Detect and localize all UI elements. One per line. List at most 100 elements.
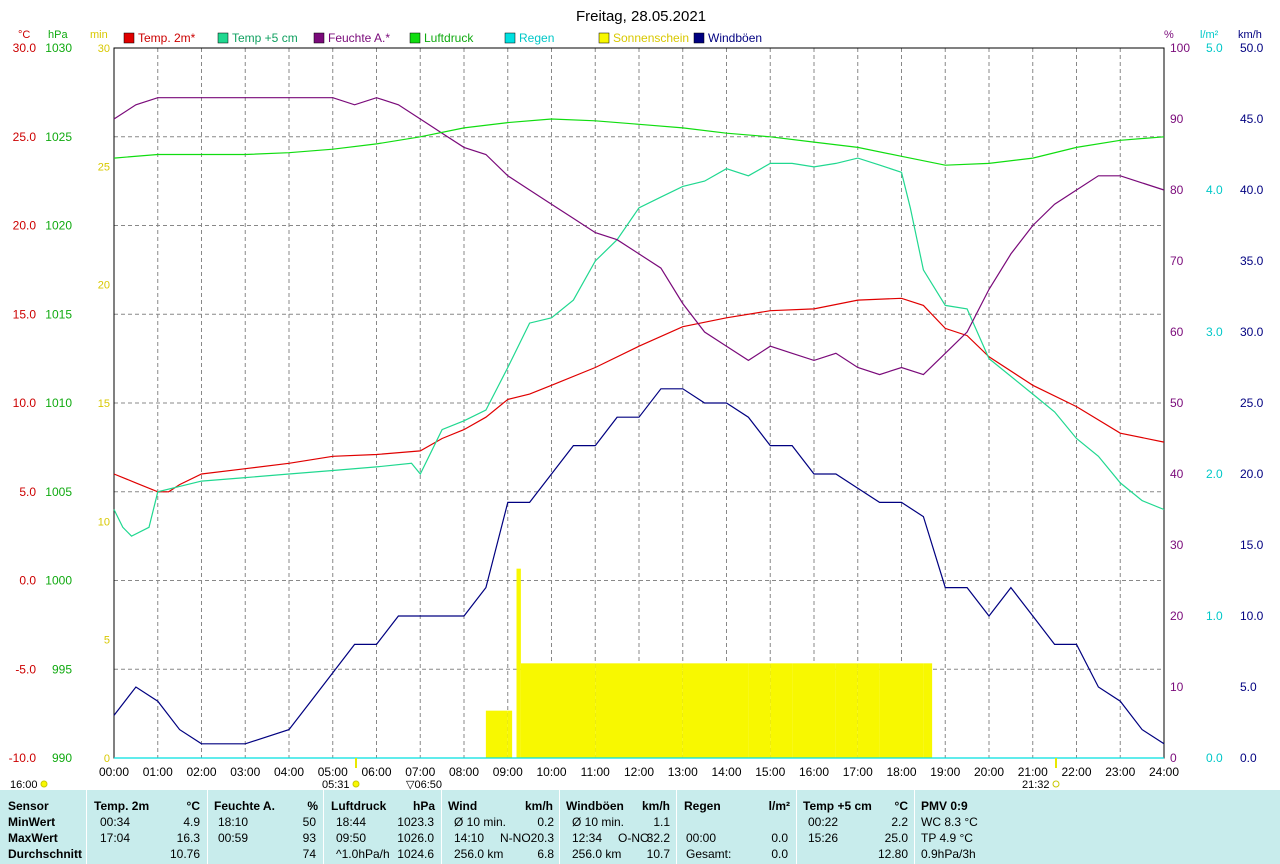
weather-chart: Freitag, 28.05.2021 Temp. 2m* Temp +5 cm F…: [9, 8, 1264, 790]
hdr-gust: Windböen: [566, 799, 624, 813]
legend-label-1: Temp +5 cm: [232, 31, 298, 45]
sunshine-bar-8: [682, 663, 727, 758]
series-line-1: [113, 157, 1165, 537]
legend-label-6: Windböen: [708, 31, 762, 45]
stat-rain-time-1: 00:00: [686, 831, 717, 845]
wind-tick-4: 30.0: [1240, 325, 1264, 339]
pressure-tick-4: 1010: [45, 396, 72, 410]
humidity-tick-4: 60: [1170, 325, 1184, 339]
x-tick-7: 07:00: [405, 765, 435, 779]
wind-tick-6: 20.0: [1240, 467, 1264, 481]
hdr-sensor: Sensor: [8, 799, 49, 813]
stat-press-value-2: 1024.6: [397, 847, 434, 861]
wind-unit-label: km/h: [1238, 29, 1262, 41]
stat-gust-value-0: 1.1: [653, 815, 670, 829]
stat-gust-label-2: 256.0 km: [572, 847, 622, 861]
stat-press-time-2: ^1.0hPa/h: [336, 847, 390, 861]
series-line-0: [113, 297, 1165, 493]
sunset-label: 21:32: [1022, 779, 1050, 790]
stat-rain-time-2: Gesamt:: [686, 847, 732, 861]
stat-press-time-0: 18:44: [336, 815, 367, 829]
humidity-unit-label: %: [1164, 29, 1174, 41]
x-tick-6: 06:00: [361, 765, 391, 779]
humidity-tick-3: 70: [1170, 254, 1184, 268]
wind-tick-8: 10.0: [1240, 609, 1264, 623]
stat-gust-label-1: 12:34: [572, 831, 603, 845]
sun-unit-label: min: [90, 29, 108, 41]
stat-wind-value-0: 0.2: [537, 815, 554, 829]
humidity-tick-0: 100: [1170, 41, 1190, 55]
hdr-pressure: Luftdruck: [331, 799, 387, 813]
sun-tick-1: 25: [98, 161, 110, 173]
humidity-tick-7: 30: [1170, 538, 1184, 552]
stat-gust-dir-1: O-NO: [618, 831, 650, 845]
stat-label-1: MaxWert: [8, 831, 58, 845]
x-tick-23: 23:00: [1105, 765, 1135, 779]
sunrise-label: 05:31: [322, 779, 350, 790]
left-axes: 30.025.020.015.010.05.00.0-5.0-10.010301…: [9, 41, 110, 765]
sunshine-bar-0: [485, 710, 508, 758]
hdr-temp2m: Temp. 2m: [94, 799, 150, 813]
temp-tick-3: 15.0: [13, 307, 37, 321]
x-tick-10: 10:00: [536, 765, 566, 779]
rain-tick-4: 1.0: [1206, 609, 1223, 623]
stat-pmv-0: WC 8.3 °C: [921, 815, 978, 829]
stat-temp5-value-0: 2.2: [891, 815, 908, 829]
legend-swatch-3: [409, 32, 421, 44]
x-tick-24: 24:00: [1149, 765, 1179, 779]
x-tick-16: 16:00: [799, 765, 829, 779]
temp-unit-label: °C: [18, 29, 30, 41]
chart-title: Freitag, 28.05.2021: [576, 8, 706, 25]
sunshine-bar-11: [770, 663, 793, 758]
x-tick-3: 03:00: [230, 765, 260, 779]
stat-temp5-value-2: 12.80: [877, 847, 908, 861]
x-tick-13: 13:00: [668, 765, 698, 779]
x-tick-12: 12:00: [624, 765, 654, 779]
rain-tick-5: 0.0: [1206, 751, 1223, 765]
humidity-tick-2: 80: [1170, 183, 1184, 197]
sun-tick-0: 30: [98, 43, 110, 55]
pressure-unit-label: hPa: [48, 29, 68, 41]
legend-swatch-1: [217, 32, 229, 44]
temp-tick-7: -5.0: [15, 662, 36, 676]
stat-label-0: MinWert: [8, 815, 56, 829]
x-tick-4: 04:00: [274, 765, 304, 779]
x-tick-22: 22:00: [1061, 765, 1091, 779]
stat-hum-time-0: 18:10: [218, 815, 249, 829]
sun-alt-label: ▽06:50: [406, 779, 442, 790]
wind-tick-9: 5.0: [1240, 680, 1257, 694]
plot-area: [113, 97, 1165, 759]
stat-press-value-0: 1023.3: [397, 815, 434, 829]
wind-tick-2: 40.0: [1240, 183, 1264, 197]
sunshine-bar-9: [726, 663, 749, 758]
x-tick-20: 20:00: [974, 765, 1004, 779]
pressure-tick-7: 995: [52, 662, 72, 676]
sunshine-bar-14: [835, 663, 858, 758]
hdr-humidity: Feuchte A.: [214, 799, 275, 813]
stat-hum-time-1: 00:59: [218, 831, 249, 845]
stat-press-time-1: 09:50: [336, 831, 367, 845]
sunshine-bar-15: [857, 663, 880, 758]
stat-wind-value-1: 20.3: [530, 831, 554, 845]
x-tick-14: 14:00: [711, 765, 741, 779]
stat-wind-label-0: Ø 10 min.: [454, 815, 507, 829]
wind-tick-10: 0.0: [1240, 751, 1257, 765]
stat-wind-label-1: 14:10: [454, 831, 485, 845]
pressure-tick-2: 1020: [45, 219, 72, 233]
sunset-icon: [1052, 780, 1060, 788]
sun-tick-5: 5: [104, 635, 110, 647]
humidity-tick-5: 50: [1170, 396, 1184, 410]
wind-tick-7: 15.0: [1240, 538, 1264, 552]
moonrise-label: 16:00: [10, 779, 38, 790]
rain-tick-2: 3.0: [1206, 325, 1223, 339]
sunshine-bar-18: [923, 663, 933, 758]
temp-tick-2: 20.0: [13, 219, 37, 233]
stat-temp5-time-0: 00:22: [808, 815, 839, 829]
x-tick-15: 15:00: [755, 765, 785, 779]
stat-temp2m-value-2: 10.76: [169, 847, 200, 861]
rain-unit-label: l/m²: [1200, 29, 1219, 41]
x-tick-21: 21:00: [1018, 765, 1048, 779]
sun-tick-2: 20: [98, 280, 110, 292]
hdr-pressure-unit: hPa: [412, 799, 435, 813]
temp-tick-0: 30.0: [13, 41, 37, 55]
